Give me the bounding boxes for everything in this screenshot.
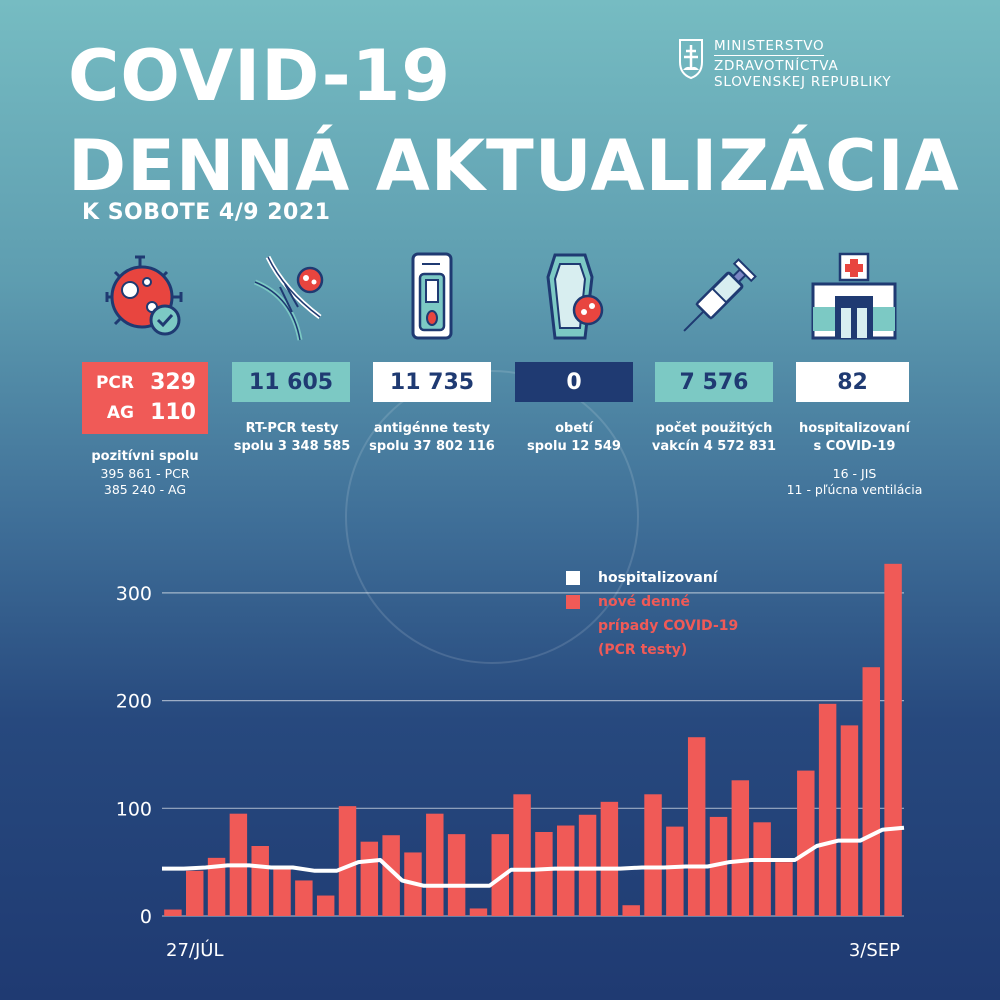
legend-label-hospitalized: hospitalizovaní bbox=[598, 570, 718, 586]
case-bar bbox=[535, 831, 553, 916]
case-bar bbox=[491, 834, 509, 916]
rtpcr-caption-title: RT-PCR testy bbox=[245, 421, 339, 436]
antigen-caption-title: antigénne testy bbox=[373, 421, 491, 436]
rtpcr-tests-box: 11 605 bbox=[232, 362, 350, 402]
vaccines-caption: počet použitých vakcín 4 572 831 bbox=[644, 420, 784, 456]
case-bar bbox=[207, 857, 226, 916]
watermark-logo bbox=[345, 370, 639, 664]
case-bar bbox=[360, 841, 379, 916]
deaths-box: 0 bbox=[515, 362, 633, 402]
legend-label-cases-3: (PCR testy) bbox=[598, 642, 688, 658]
antigen-tests-box: 11 735 bbox=[373, 362, 491, 402]
case-bar bbox=[164, 909, 182, 916]
case-bar bbox=[557, 825, 575, 916]
case-bar bbox=[622, 905, 640, 916]
case-bar bbox=[775, 862, 793, 916]
case-bar bbox=[447, 834, 466, 916]
positive-caption-title: pozitívni spolu bbox=[91, 449, 199, 464]
ministry-line-1: MINISTERSTVO bbox=[714, 38, 825, 56]
case-bar bbox=[186, 870, 204, 916]
deaths-caption-title: obetí bbox=[555, 421, 593, 436]
legend-item-hospitalized: hospitalizovaní bbox=[566, 566, 738, 590]
ag-label: AG bbox=[106, 402, 134, 423]
y-tick-label: 300 bbox=[116, 583, 152, 605]
cases-chart: 0 100 200 300 27/JÚL 3/SEP bbox=[116, 563, 905, 961]
case-bar bbox=[469, 908, 488, 916]
hospitalized-line bbox=[162, 825, 905, 888]
rtpcr-caption: RT-PCR testy spolu 3 348 585 bbox=[222, 420, 362, 456]
hospitalized-caption: hospitalizovaní s COVID-19 16 - JIS 11 -… bbox=[782, 420, 927, 498]
x-axis-end-label: 3/SEP bbox=[849, 940, 900, 961]
case-bar bbox=[884, 563, 902, 916]
y-tick-label: 0 bbox=[140, 906, 152, 928]
case-bar bbox=[426, 813, 444, 916]
page-subtitle-main: DENNÁ AKTUALIZÁCIA bbox=[68, 125, 960, 207]
hospital-icon bbox=[811, 252, 897, 340]
case-bar bbox=[753, 822, 771, 916]
case-bar bbox=[295, 880, 313, 916]
ministry-logo: MINISTERSTVO ZDRAVOTNÍCTVA SLOVENSKEJ RE… bbox=[678, 38, 891, 90]
case-bar bbox=[273, 868, 291, 916]
case-bar bbox=[687, 737, 706, 916]
icu-count: 16 - JIS bbox=[832, 466, 877, 481]
case-bar bbox=[666, 826, 684, 916]
coffin-virus-icon bbox=[546, 253, 604, 340]
dna-virus-icon bbox=[254, 255, 324, 341]
positive-cases-box: PCR 329 AG 110 bbox=[82, 362, 208, 434]
antigen-test-icon bbox=[411, 252, 453, 340]
chart-legend: hospitalizovaní nové denné prípady COVID… bbox=[566, 566, 738, 662]
antigen-total: spolu 37 802 116 bbox=[369, 439, 495, 454]
page-title: COVID-19 bbox=[68, 35, 452, 117]
vaccines-box: 7 576 bbox=[655, 362, 773, 402]
deaths-caption: obetí spolu 12 549 bbox=[504, 420, 644, 456]
syringe-icon bbox=[683, 258, 757, 332]
case-bar bbox=[316, 895, 335, 916]
positive-caption: pozitívni spolu 395 861 - PCR 385 240 - … bbox=[70, 448, 220, 498]
ventilation-count: 11 - pľúcna ventilácia bbox=[786, 482, 923, 497]
deaths-total: spolu 12 549 bbox=[527, 439, 621, 454]
case-bar bbox=[338, 806, 357, 916]
legend-label-cases-1: nové denné bbox=[598, 594, 691, 610]
virus-check-icon bbox=[105, 255, 183, 336]
antigen-caption: antigénne testy spolu 37 802 116 bbox=[362, 420, 502, 456]
case-bar bbox=[644, 794, 662, 916]
hospitalized-box: 82 bbox=[796, 362, 909, 402]
vaccines-total: vakcín 4 572 831 bbox=[651, 439, 777, 454]
pcr-label: PCR bbox=[95, 372, 134, 393]
date-label: K SOBOTE 4/9 2021 bbox=[82, 200, 331, 225]
legend-item-cases: nové denné prípady COVID-19 (PCR testy) bbox=[566, 590, 738, 662]
ministry-line-3: SLOVENSKEJ REPUBLIKY bbox=[714, 74, 892, 90]
ag-value: 110 bbox=[150, 400, 196, 425]
case-bar bbox=[578, 814, 597, 916]
case-bar bbox=[797, 770, 815, 916]
legend-swatch-red bbox=[566, 595, 580, 609]
y-tick-label: 200 bbox=[116, 691, 152, 713]
case-bar bbox=[251, 845, 269, 916]
case-bar bbox=[731, 780, 750, 916]
case-bar bbox=[600, 801, 619, 916]
vaccines-caption-title: počet použitých bbox=[655, 421, 773, 436]
case-bar bbox=[709, 816, 728, 916]
legend-label-cases-2: prípady COVID-19 bbox=[598, 618, 739, 634]
hospitalized-caption-sub: s COVID-19 bbox=[813, 439, 896, 454]
legend-swatch-white bbox=[566, 571, 580, 585]
case-bar bbox=[862, 667, 880, 916]
slovak-coat-of-arms-icon bbox=[679, 39, 703, 80]
ministry-line-2: ZDRAVOTNÍCTVA bbox=[714, 58, 839, 74]
case-bar bbox=[382, 835, 400, 916]
case-bar bbox=[818, 703, 837, 916]
hospitalized-caption-title: hospitalizovaní bbox=[798, 421, 911, 436]
case-bar bbox=[840, 725, 859, 916]
pcr-value: 329 bbox=[150, 370, 196, 395]
y-tick-label: 100 bbox=[116, 798, 152, 820]
rtpcr-total: spolu 3 348 585 bbox=[233, 439, 351, 454]
case-bar bbox=[513, 794, 531, 916]
positive-total-pcr: 395 861 - PCR bbox=[100, 466, 190, 481]
positive-total-ag: 385 240 - AG bbox=[103, 482, 187, 497]
x-axis-start-label: 27/JÚL bbox=[166, 939, 223, 961]
